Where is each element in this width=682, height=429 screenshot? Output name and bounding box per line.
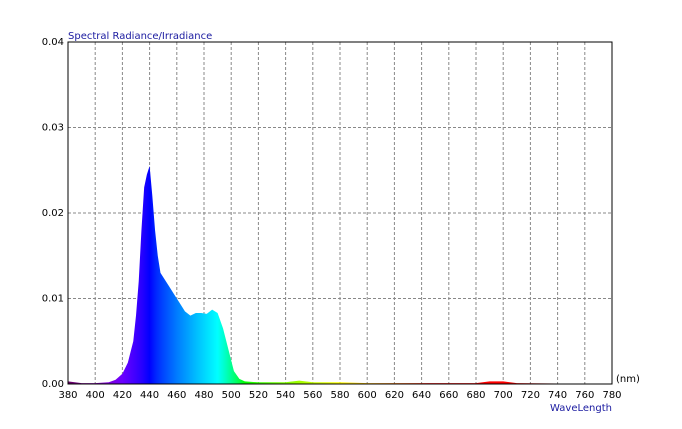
y-tick-label: 0.04 — [42, 37, 64, 48]
x-tick-label: 740 — [548, 390, 567, 401]
x-tick-label: 600 — [358, 390, 377, 401]
y-tick-label: 0.00 — [42, 379, 64, 390]
x-tick-label: 780 — [602, 390, 621, 401]
x-tick-label: 580 — [330, 390, 349, 401]
x-tick-label: 420 — [113, 390, 132, 401]
chart-title: Spectral Radiance/Irradiance — [68, 31, 212, 42]
x-unit: (nm) — [616, 374, 640, 385]
x-tick-label: 500 — [222, 390, 241, 401]
x-tick-label: 660 — [439, 390, 458, 401]
x-tick-label: 480 — [194, 390, 213, 401]
x-tick-label: 440 — [140, 390, 159, 401]
x-tick-label: 400 — [86, 390, 105, 401]
x-tick-label: 560 — [303, 390, 322, 401]
x-tick-label: 680 — [466, 390, 485, 401]
y-tick-label: 0.03 — [42, 123, 64, 134]
x-tick-label: 720 — [521, 390, 540, 401]
spectrum-area — [68, 165, 612, 384]
x-tick-label: 760 — [575, 390, 594, 401]
x-axis-label: WaveLength — [550, 403, 612, 414]
y-tick-label: 0.02 — [42, 208, 64, 219]
x-tick-label: 540 — [276, 390, 295, 401]
x-tick-label: 380 — [58, 390, 77, 401]
plot-frame — [67, 41, 613, 385]
y-tick-label: 0.01 — [42, 294, 64, 305]
x-tick-label: 700 — [494, 390, 513, 401]
x-tick-label: 640 — [412, 390, 431, 401]
x-tick-label: 520 — [249, 390, 268, 401]
x-tick-label: 460 — [167, 390, 186, 401]
x-tick-label: 620 — [385, 390, 404, 401]
